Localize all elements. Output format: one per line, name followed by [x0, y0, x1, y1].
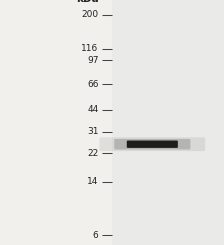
Text: 116: 116: [81, 44, 99, 53]
Bar: [112, 0, 224, 245]
Text: 66: 66: [87, 80, 99, 89]
FancyBboxPatch shape: [127, 141, 178, 148]
Text: 97: 97: [87, 56, 99, 65]
Text: 200: 200: [82, 10, 99, 19]
Text: 31: 31: [87, 127, 99, 136]
FancyBboxPatch shape: [99, 137, 205, 151]
Text: 44: 44: [87, 105, 99, 114]
Text: kDa: kDa: [76, 0, 99, 4]
Text: 14: 14: [87, 177, 99, 186]
Text: 22: 22: [87, 149, 99, 158]
Text: 6: 6: [93, 231, 99, 240]
FancyBboxPatch shape: [114, 139, 190, 149]
